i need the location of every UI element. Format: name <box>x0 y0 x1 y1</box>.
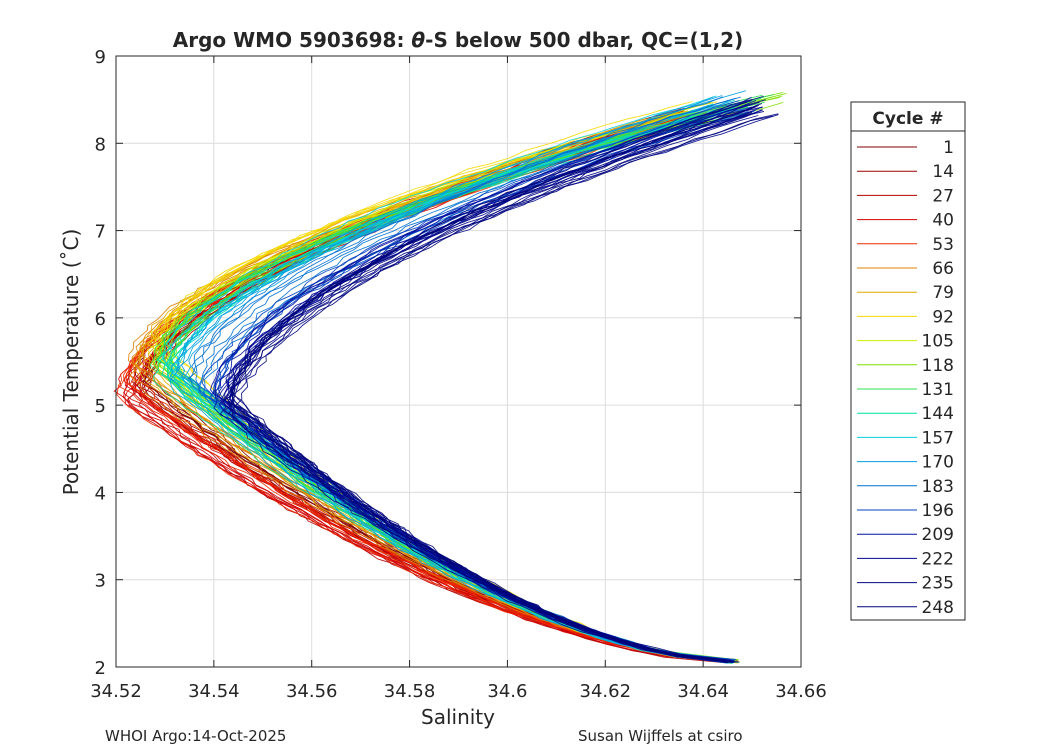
legend-label-209: 209 <box>922 525 954 545</box>
x-tick-label: 34.6 <box>487 681 527 702</box>
profile-line-cycle-170 <box>169 95 735 662</box>
legend: Cycle # 1 14 27 40 53 66 79 92 105 118 131 144 157 17… <box>850 101 966 621</box>
y-axis-label: Potential Temperature (˚C) <box>59 229 83 496</box>
legend-label-79: 79 <box>932 283 954 303</box>
x-tick-label: 34.58 <box>384 681 436 702</box>
chart-title: Argo WMO 5903698: θ-S below 500 dbar, QC… <box>173 28 743 52</box>
legend-label-66: 66 <box>932 259 954 279</box>
chart-title-theta: θ <box>411 28 425 52</box>
x-tick-label: 34.56 <box>286 681 338 702</box>
legend-label-170: 170 <box>922 453 954 473</box>
y-tick-label: 2 <box>95 658 106 679</box>
legend-label-27: 27 <box>932 186 954 206</box>
y-tick-label: 6 <box>95 309 106 330</box>
x-tick-label: 34.52 <box>90 681 142 702</box>
chart-title-suffix: -S below 500 dbar, QC=(1,2) <box>425 28 743 52</box>
x-tick-label: 34.66 <box>775 681 827 702</box>
legend-title: Cycle # <box>872 109 943 129</box>
y-tick-label: 9 <box>95 47 106 68</box>
x-tick-label: 34.54 <box>188 681 240 702</box>
legend-label-183: 183 <box>922 477 954 497</box>
legend-label-196: 196 <box>922 501 954 521</box>
y-tick-label: 3 <box>95 571 106 592</box>
legend-label-1: 1 <box>943 138 954 158</box>
legend-label-105: 105 <box>922 332 954 352</box>
profile-line-cycle-157 <box>161 109 729 664</box>
profile-line-cycle-248 <box>227 112 753 663</box>
footer-left: WHOI Argo:14-Oct-2025 <box>105 727 286 745</box>
legend-box <box>850 101 966 621</box>
y-tick-label: 5 <box>95 396 106 417</box>
profile-line-cycle-248 <box>223 113 779 661</box>
legend-label-157: 157 <box>922 428 954 448</box>
legend-label-235: 235 <box>922 574 954 594</box>
x-tick-label: 34.62 <box>580 681 632 702</box>
profile-lines <box>113 90 787 664</box>
footer-right: Susan Wijffels at csiro <box>578 727 743 745</box>
x-axis-label: Salinity <box>421 705 495 729</box>
legend-label-131: 131 <box>922 380 954 400</box>
profile-line-cycle-170 <box>169 96 734 664</box>
legend-label-53: 53 <box>932 235 954 255</box>
legend-label-144: 144 <box>922 404 954 424</box>
legend-entries: 1 14 27 40 53 66 79 92 105 118 131 144 157 170 183 196 2… <box>857 138 954 618</box>
y-tick-label: 8 <box>95 134 106 155</box>
legend-label-40: 40 <box>932 211 954 231</box>
y-tick-label: 4 <box>95 483 106 504</box>
profile-line-cycle-235 <box>219 101 760 663</box>
profile-line-cycle-235 <box>228 115 759 663</box>
plot-area: 34.52 34.54 34.56 34.58 34.6 34.62 34.64 34.66 2… <box>90 47 827 702</box>
legend-label-222: 222 <box>922 549 954 569</box>
legend-label-248: 248 <box>922 598 954 618</box>
legend-label-14: 14 <box>932 162 954 182</box>
axis-ticks: 34.52 34.54 34.56 34.58 34.6 34.62 34.64 34.66 2… <box>90 47 827 702</box>
chart-title-prefix: Argo WMO 5903698: <box>173 28 412 52</box>
legend-label-118: 118 <box>922 356 954 376</box>
axes-box <box>115 55 802 668</box>
profile-line-cycle-248 <box>224 106 757 663</box>
x-tick-label: 34.64 <box>677 681 729 702</box>
legend-label-92: 92 <box>932 307 954 327</box>
y-tick-label: 7 <box>95 222 106 243</box>
